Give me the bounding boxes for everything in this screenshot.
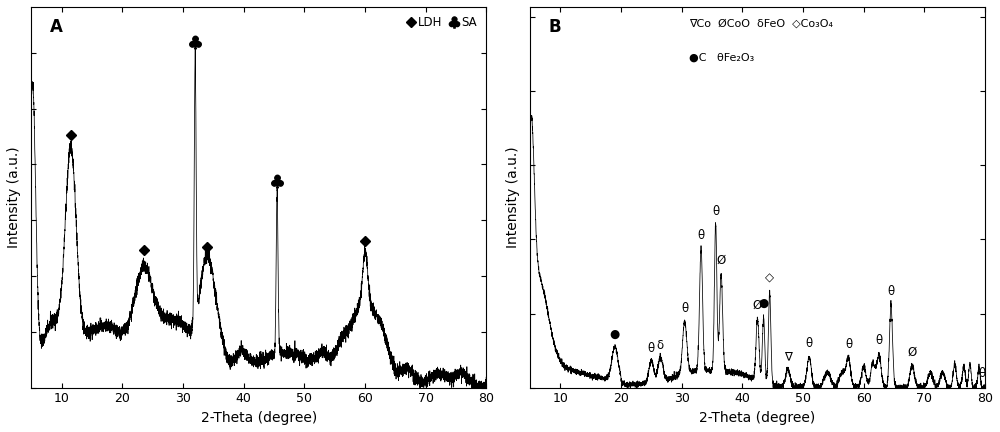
Text: θ: θ: [887, 285, 895, 298]
Text: θ: θ: [698, 229, 705, 241]
Text: θ: θ: [806, 337, 813, 350]
Text: ●C   θFe₂O₃: ●C θFe₂O₃: [689, 53, 755, 63]
Text: ∇Co  ØCoO  δFeO  ◇Co₃O₄: ∇Co ØCoO δFeO ◇Co₃O₄: [689, 19, 833, 29]
Y-axis label: Intensity (a.u.): Intensity (a.u.): [506, 146, 520, 248]
Text: θ: θ: [875, 334, 882, 347]
Text: θ: θ: [845, 338, 852, 351]
Text: θ: θ: [978, 367, 986, 380]
Text: θ: θ: [681, 302, 688, 314]
Text: Ø: Ø: [753, 299, 762, 312]
Text: A: A: [50, 19, 62, 36]
Text: θ: θ: [712, 205, 719, 218]
Text: θ: θ: [648, 342, 655, 355]
Text: ◇: ◇: [765, 271, 774, 284]
Text: ●: ●: [758, 296, 769, 310]
X-axis label: 2-Theta (degree): 2-Theta (degree): [699, 411, 816, 425]
Legend: LDH, SA: LDH, SA: [403, 13, 481, 33]
Text: Ø: Ø: [716, 254, 726, 267]
Y-axis label: Intensity (a.u.): Intensity (a.u.): [7, 146, 21, 248]
Text: Ø: Ø: [908, 346, 917, 359]
Text: δ: δ: [657, 339, 664, 352]
Text: B: B: [548, 19, 561, 36]
Text: ∇: ∇: [784, 350, 792, 363]
X-axis label: 2-Theta (degree): 2-Theta (degree): [201, 411, 317, 425]
Text: ●: ●: [610, 328, 620, 341]
